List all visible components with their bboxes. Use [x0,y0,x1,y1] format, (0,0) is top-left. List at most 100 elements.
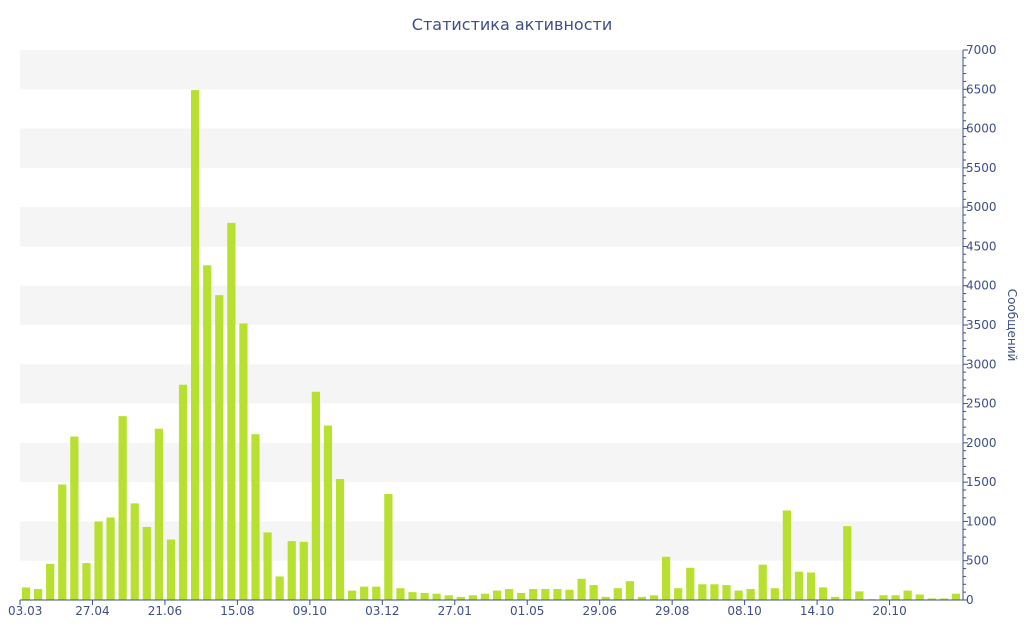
x-tick-label: 29.06 [583,604,617,618]
y-tick-label: 3500 [966,318,997,332]
bar[interactable] [722,585,731,600]
bar[interactable] [360,586,369,600]
bar[interactable] [577,578,586,600]
bar[interactable] [855,591,864,600]
bar[interactable] [758,564,767,600]
bar[interactable] [891,595,900,600]
y-tick-label: 6000 [966,122,997,136]
bar[interactable] [686,567,695,600]
bar[interactable] [601,596,610,600]
bar[interactable] [468,595,477,600]
bar[interactable] [239,323,248,600]
bar[interactable] [263,532,272,600]
bar[interactable] [903,590,912,600]
bar[interactable] [203,265,212,600]
x-tick-label: 27.01 [438,604,472,618]
y-tick-label: 5500 [966,161,997,175]
bar[interactable] [335,479,345,600]
bar[interactable] [130,503,139,600]
bar[interactable] [118,416,127,600]
bar[interactable] [251,434,260,600]
bar-series [21,90,961,601]
x-tick-label: 08.10 [727,604,761,618]
bar[interactable] [613,588,622,600]
bar[interactable] [154,428,163,600]
bar[interactable] [770,588,779,600]
bar[interactable] [432,593,441,600]
bar[interactable] [674,588,683,600]
bar[interactable] [58,484,67,601]
bar[interactable] [396,588,405,600]
bar[interactable] [178,384,188,600]
bar[interactable] [456,596,465,600]
bar[interactable] [843,526,852,600]
bar[interactable] [746,589,755,600]
y-tick-label: 6500 [966,82,997,96]
y-tick-label: 2500 [966,397,997,411]
y-tick-label: 1500 [966,475,997,489]
bar[interactable] [480,593,490,600]
bar[interactable] [227,222,236,600]
x-tick-label: 09.10 [293,604,327,618]
bar[interactable] [915,594,924,601]
bar[interactable] [384,493,393,600]
bar[interactable] [106,517,115,601]
bar[interactable] [94,521,103,600]
bar[interactable] [951,593,961,600]
bar[interactable] [927,598,936,600]
bar[interactable] [299,541,308,600]
bar[interactable] [372,586,381,600]
bar[interactable] [492,590,502,600]
bar[interactable] [348,590,357,600]
x-tick-label: 15.08 [220,604,254,618]
x-tick-label: 03.03 [8,604,42,618]
x-tick-label: 29.08 [655,604,689,618]
bar[interactable] [831,596,840,600]
bar[interactable] [649,595,659,600]
bar[interactable] [819,587,828,600]
bar[interactable] [444,595,453,600]
bar[interactable] [70,436,79,600]
x-tick-label: 20.10 [872,604,906,618]
bar[interactable] [662,556,671,600]
bar[interactable] [82,563,91,600]
bar[interactable] [34,589,43,600]
bar[interactable] [565,589,574,600]
bar[interactable] [517,592,526,600]
bar[interactable] [215,295,224,600]
bar[interactable] [142,526,151,600]
bar[interactable] [21,587,31,600]
bar[interactable] [166,539,176,601]
bar[interactable] [794,571,804,600]
bar[interactable] [323,425,333,600]
chart-title: Статистика активности [411,15,613,34]
bar[interactable] [589,585,598,600]
bar[interactable] [939,598,948,600]
bar[interactable] [46,563,55,600]
bar[interactable] [734,590,743,600]
bar[interactable] [408,592,417,600]
y-axis-title: Сообщений [1005,289,1019,362]
grid-band [20,521,962,561]
bar[interactable] [625,581,634,600]
bar[interactable] [529,589,538,600]
bar[interactable] [541,589,550,600]
bar[interactable] [806,572,816,601]
x-tick-label: 03.12 [365,604,399,618]
bar[interactable] [420,592,429,600]
x-tick-label: 21.06 [148,604,182,618]
bar[interactable] [710,584,719,600]
bar[interactable] [698,584,707,600]
bar[interactable] [311,391,320,600]
bar[interactable] [553,589,562,600]
y-tick-label: 4500 [966,239,997,253]
bar[interactable] [275,576,284,600]
grid-band [20,50,962,90]
x-axis: 03.03 27.04 21.06 15.08 09.10 03.12 27.01 01.05… [8,599,963,618]
bar[interactable] [879,595,888,600]
bar[interactable] [637,596,647,600]
bar[interactable] [191,90,200,601]
bar[interactable] [782,510,791,600]
bar[interactable] [287,541,296,600]
bar[interactable] [505,589,514,600]
